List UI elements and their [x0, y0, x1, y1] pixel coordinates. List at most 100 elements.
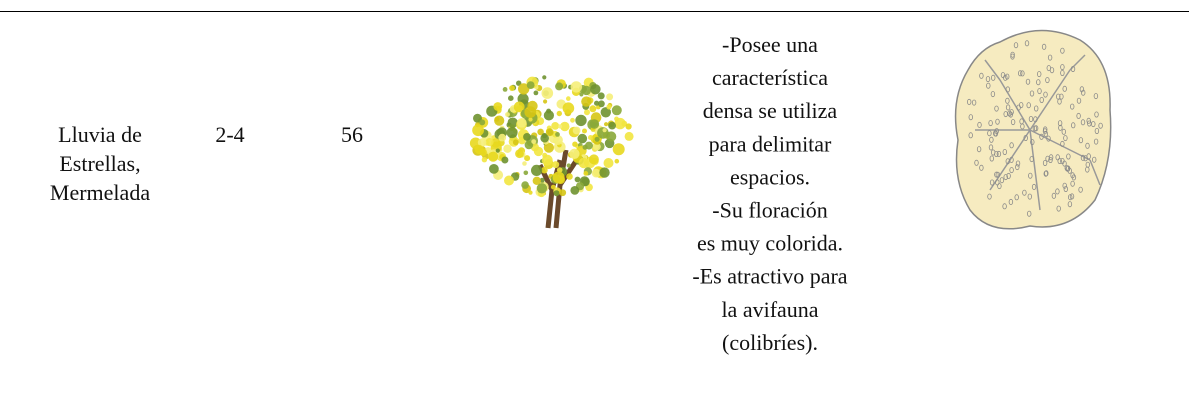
leaf [488, 151, 499, 162]
leaf [533, 90, 539, 96]
leaf [495, 148, 500, 153]
description-line: (colibríes). [722, 330, 818, 355]
leaf [582, 144, 588, 150]
leaf [562, 102, 575, 114]
leaf-symbol [1080, 89, 1086, 96]
leaf [604, 122, 609, 127]
leaf-symbol [1086, 153, 1091, 160]
leaf [570, 117, 575, 123]
leaf-symbol [1027, 193, 1032, 200]
leaf-symbol [1058, 124, 1063, 131]
leaf-symbol [1023, 134, 1028, 141]
leaf [581, 85, 592, 96]
leaf [523, 170, 529, 176]
leaf-symbol [1014, 194, 1019, 201]
leaf-symbol [1043, 91, 1048, 98]
leaf-symbol [1033, 125, 1039, 132]
leaf-symbol [991, 74, 996, 81]
leaf [606, 131, 617, 142]
leaf-symbol [1076, 97, 1082, 104]
leaf-symbol [1055, 93, 1061, 100]
leaf-symbol [1060, 47, 1065, 54]
leaf-symbol [1051, 192, 1057, 199]
name-line: Mermelada [50, 180, 150, 205]
leaf-symbol [1039, 133, 1044, 140]
leaf-symbol [1063, 185, 1068, 192]
leaf [542, 75, 547, 80]
leaf-symbol [985, 76, 991, 83]
leaf [556, 110, 562, 117]
leaf [566, 173, 573, 180]
leaf [553, 190, 560, 197]
leaf [603, 158, 614, 168]
leaf-symbol [1060, 140, 1065, 147]
leaf [524, 106, 537, 118]
leaf [498, 133, 507, 142]
leaf [594, 100, 600, 106]
leaf-symbol [1028, 116, 1034, 123]
leaf [504, 175, 514, 186]
leaf-symbol [1029, 90, 1035, 97]
leaf-symbol [989, 155, 994, 162]
leaf-symbol [1005, 97, 1010, 104]
leaf-symbol [1010, 53, 1015, 60]
leaf-symbol [1018, 70, 1023, 77]
leaf-symbol [1025, 78, 1031, 85]
leaf [472, 124, 484, 137]
leaf [608, 121, 616, 130]
diameter-cell: 56 [341, 122, 363, 147]
description-line: característica [712, 65, 828, 90]
leaf-symbol [989, 179, 995, 186]
leaf [602, 128, 607, 133]
leaf [583, 171, 589, 176]
leaf-symbol [1091, 156, 1097, 163]
leaf-symbol [1009, 167, 1014, 174]
leaf [614, 116, 619, 122]
leaf [489, 164, 499, 174]
leaf [508, 95, 514, 101]
leaf [531, 139, 537, 145]
leaf-symbol [1069, 103, 1075, 110]
leaf-symbol [1015, 164, 1020, 171]
leaf-symbol [1016, 104, 1021, 111]
leaf [481, 157, 488, 163]
leaf-symbol [1071, 174, 1077, 181]
leaf [479, 119, 486, 126]
leaf-symbol [1033, 116, 1038, 123]
leaf-symbol [1048, 156, 1053, 163]
name-line: Estrellas, [59, 151, 140, 176]
leaf [505, 112, 510, 117]
leaf [624, 131, 634, 141]
leaf [574, 176, 581, 183]
leaf-symbol [1008, 198, 1014, 205]
description-line: espacios. [730, 164, 810, 189]
leaf-symbol [1024, 40, 1030, 47]
leaf-symbol [1062, 182, 1067, 189]
leaf [591, 168, 601, 178]
leaf [611, 105, 622, 116]
leaf [539, 177, 545, 183]
leaf-symbol [1078, 137, 1084, 144]
leaf-symbol [968, 132, 973, 139]
leaf-symbol [1067, 201, 1073, 208]
leaf [541, 87, 554, 99]
leaf [589, 119, 600, 129]
leaf [614, 158, 620, 164]
leaf [597, 127, 609, 139]
leaf-symbol [1061, 128, 1066, 135]
leaf-symbol [990, 91, 996, 98]
leaf [503, 144, 512, 153]
leaf [606, 104, 612, 110]
leaf [598, 100, 605, 108]
leaf [559, 189, 567, 197]
leaf [600, 107, 611, 118]
leaf-symbol [976, 146, 982, 153]
leaf [556, 167, 563, 173]
leaf [588, 154, 599, 165]
leaf-symbol [1015, 160, 1021, 167]
leaf [579, 92, 584, 97]
leaf [473, 113, 482, 123]
leaf-symbol [1003, 174, 1008, 181]
leaf [536, 183, 548, 194]
leaf-symbol [1066, 153, 1071, 160]
